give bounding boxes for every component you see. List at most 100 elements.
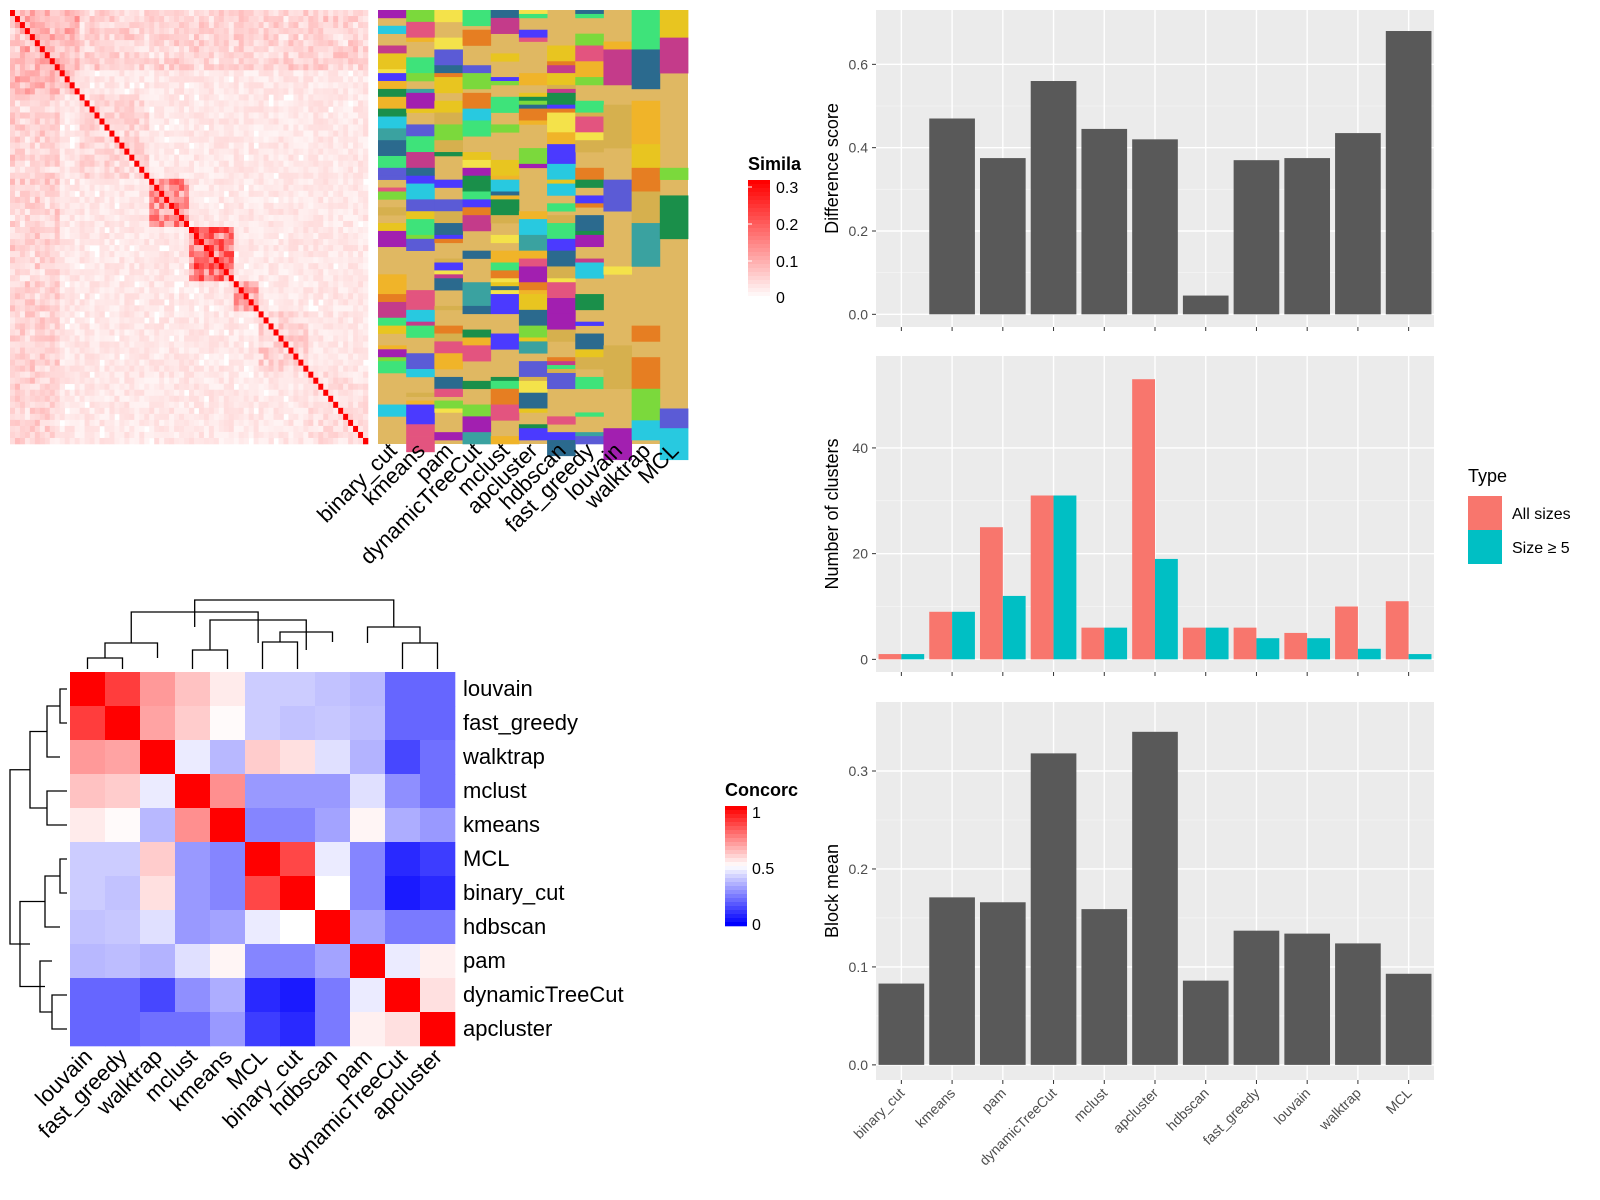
similarity-cell (283, 371, 289, 378)
similarity-cell (129, 419, 135, 427)
similarity-cell (298, 371, 304, 378)
similarity-cell (24, 437, 31, 445)
similarity-cell (313, 34, 319, 41)
similarity-cell (59, 233, 65, 240)
similarity-cell (228, 311, 235, 318)
similarity-cell (363, 323, 369, 330)
similarity-cell (263, 112, 269, 119)
similarity-cell (134, 227, 140, 234)
similarity-cell (74, 106, 80, 113)
similarity-cell (44, 323, 51, 330)
similarity-cell (233, 64, 240, 71)
similarity-cell (24, 220, 31, 228)
similarity-cell (24, 64, 31, 71)
similarity-cell (308, 287, 314, 294)
similarity-cell (54, 214, 61, 222)
similarity-cell (164, 148, 170, 155)
similarity-cell (293, 82, 299, 89)
similarity-cell (39, 196, 46, 204)
similarity-cell (248, 106, 254, 113)
similarity-cell (79, 40, 85, 47)
similarity-cell (203, 130, 210, 137)
similarity-cell (109, 377, 115, 385)
similarity-cell (243, 46, 249, 53)
similarity-cell (303, 40, 309, 47)
similarity-cell (184, 136, 190, 143)
similarity-cell (288, 257, 294, 264)
similarity-cell (228, 317, 235, 324)
similarity-cell (268, 305, 274, 312)
similarity-cell (213, 58, 220, 65)
similarity-cell (193, 419, 200, 427)
similarity-cell (313, 395, 319, 403)
similarity-cell (328, 365, 334, 372)
similarity-cell (74, 154, 80, 161)
similarity-cell (243, 88, 249, 95)
similarity-cell (328, 100, 334, 107)
similarity-cell (174, 10, 180, 17)
similarity-cell (358, 28, 364, 35)
similarity-cell (303, 154, 309, 161)
similarity-cell (223, 413, 230, 421)
similarity-cell (328, 329, 334, 336)
similarity-cell (253, 100, 259, 107)
similarity-cell (218, 359, 225, 366)
similarity-cell (208, 190, 215, 198)
similarity-cell (248, 148, 254, 155)
similarity-cell (193, 58, 200, 65)
similarity-cell (288, 431, 294, 439)
similarity-cell (358, 136, 364, 143)
similarity-cell (149, 245, 155, 252)
similarity-cell (303, 401, 309, 409)
similarity-cell (29, 245, 36, 252)
similarity-cell (124, 287, 130, 294)
similarity-cell (193, 196, 200, 204)
similarity-cell (273, 160, 279, 168)
similarity-cell (114, 227, 120, 234)
similarity-cell (198, 233, 205, 240)
similarity-cell (308, 40, 314, 47)
similarity-cell (84, 58, 90, 65)
similarity-cell (99, 142, 105, 149)
similarity-cell (198, 401, 205, 409)
similarity-cell (293, 52, 299, 59)
similarity-cell (179, 311, 185, 318)
similarity-cell (159, 40, 165, 47)
similarity-cell (233, 208, 240, 216)
similarity-cell (29, 58, 36, 65)
similarity-cell (174, 389, 180, 397)
similarity-cell (169, 160, 175, 168)
similarity-cell (198, 106, 205, 113)
similarity-cell (69, 281, 75, 288)
similarity-cell (268, 257, 274, 264)
similarity-cell (94, 10, 100, 17)
similarity-cell (243, 227, 249, 234)
similarity-cell (119, 281, 125, 288)
similarity-cell (119, 10, 125, 17)
similarity-cell (69, 172, 75, 180)
similarity-cell (94, 383, 100, 391)
similarity-cell (184, 112, 190, 119)
similarity-cell (134, 377, 140, 385)
similarity-cell (243, 124, 249, 131)
similarity-cell (218, 22, 225, 29)
similarity-cell (243, 251, 249, 258)
similarity-cell (333, 305, 339, 312)
similarity-cell (288, 34, 294, 41)
similarity-cell (24, 305, 31, 312)
similarity-cell (288, 245, 294, 252)
similarity-cell (184, 299, 190, 306)
similarity-cell (228, 245, 235, 252)
similarity-cell (149, 70, 155, 77)
similarity-cell (238, 359, 244, 366)
similarity-cell (10, 220, 16, 228)
similarity-cell (263, 58, 269, 65)
similarity-cell (184, 88, 190, 95)
similarity-cell (233, 365, 240, 372)
similarity-cell (149, 425, 155, 433)
similarity-cell (154, 172, 160, 180)
similarity-cell (333, 220, 339, 228)
similarity-cell (303, 359, 309, 366)
similarity-cell (313, 257, 319, 264)
similarity-cell (144, 269, 150, 276)
